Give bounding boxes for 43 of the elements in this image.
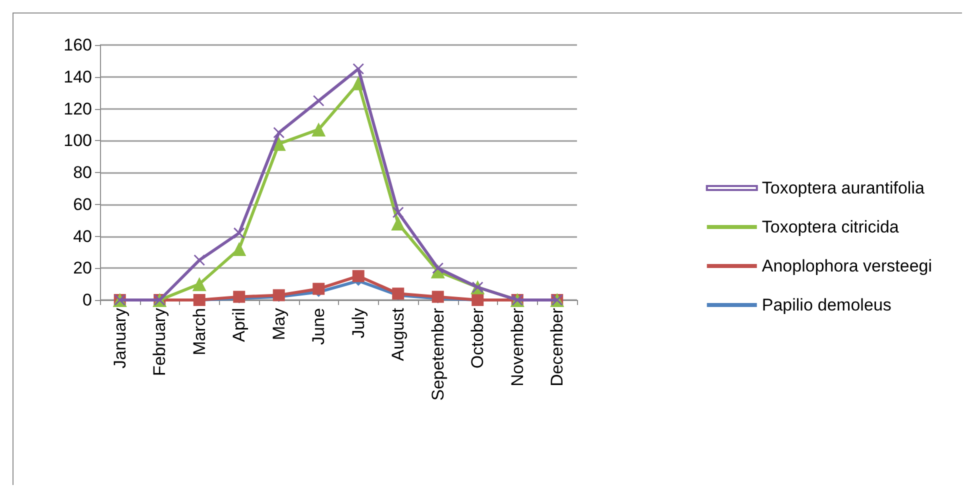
point xyxy=(233,290,246,303)
legend-label: Papilio demoleus xyxy=(762,296,892,314)
legend-label: Toxoptera citricida xyxy=(762,218,900,236)
point xyxy=(391,216,406,230)
point xyxy=(192,277,206,292)
point xyxy=(352,270,364,282)
x-tick-label: August xyxy=(388,308,408,361)
point xyxy=(392,206,404,218)
x-tick-label: October xyxy=(468,308,488,368)
point xyxy=(432,262,444,274)
x-tick-label: April xyxy=(230,308,249,342)
y-tick-label: 140 xyxy=(64,67,92,86)
point xyxy=(312,122,326,136)
point xyxy=(232,242,246,256)
x-tick-label: July xyxy=(348,308,368,338)
x-tick-label: June xyxy=(309,308,328,345)
point xyxy=(432,290,444,303)
point xyxy=(272,289,285,302)
legend-label: Anoplophora versteegi xyxy=(762,256,932,276)
point xyxy=(392,288,404,300)
point xyxy=(272,136,286,151)
point xyxy=(194,254,206,266)
y-tick-label: 0 xyxy=(82,290,92,310)
x-tick-label: May xyxy=(269,308,288,340)
y-tick-label: 80 xyxy=(73,163,92,182)
x-tick-label: November xyxy=(508,308,527,386)
y-tick-label: 60 xyxy=(73,194,92,214)
point xyxy=(273,126,285,138)
x-tick-label: January xyxy=(110,308,130,368)
y-tick-label: 120 xyxy=(64,99,92,118)
y-tick-label: 20 xyxy=(73,258,92,278)
x-tick-label: March xyxy=(190,308,209,356)
point xyxy=(233,227,245,239)
point xyxy=(312,95,324,107)
x-tick-label: Sepetember xyxy=(428,308,448,401)
y-tick-label: 160 xyxy=(64,36,92,54)
point xyxy=(312,282,325,295)
y-tick-label: 40 xyxy=(73,226,92,246)
point xyxy=(352,63,364,75)
y-tick-label: 100 xyxy=(64,131,92,150)
x-tick-label: February xyxy=(150,308,170,376)
x-tick-label: December xyxy=(548,308,567,386)
legend-label: Toxoptera aurantifolia xyxy=(762,178,925,198)
